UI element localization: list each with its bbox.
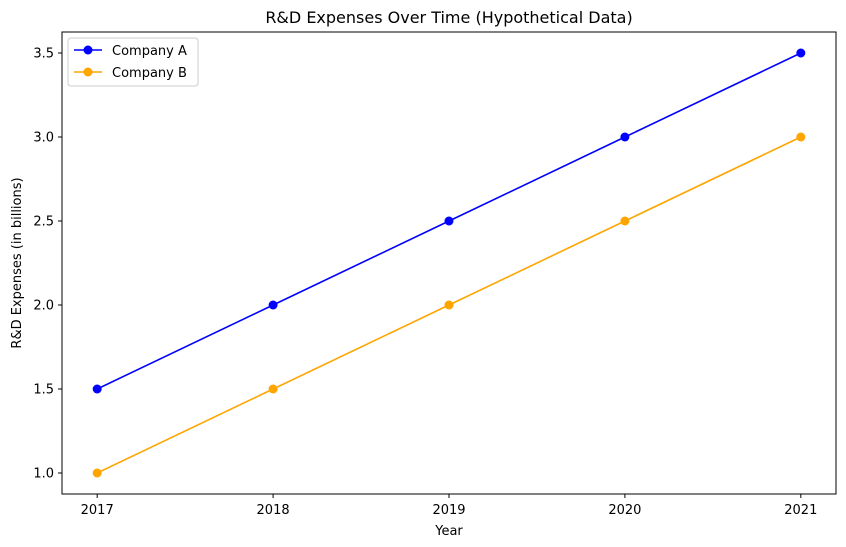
data-point-company-b bbox=[444, 300, 454, 310]
chart-title: R&D Expenses Over Time (Hypothetical Dat… bbox=[265, 8, 632, 27]
x-axis-ticks: 2017 2018 2019 2020 2021 bbox=[81, 494, 817, 518]
data-point-company-a bbox=[268, 300, 278, 310]
legend-marker-company-a bbox=[83, 45, 93, 55]
data-point-company-b bbox=[92, 468, 102, 478]
y-tick-label: 3.0 bbox=[33, 131, 54, 146]
x-tick-label: 2018 bbox=[257, 503, 290, 518]
y-axis-ticks: 1.0 1.5 2.0 2.5 3.0 3.5 bbox=[33, 47, 62, 482]
x-tick-label: 2020 bbox=[608, 503, 641, 518]
y-tick-label: 2.5 bbox=[33, 215, 54, 230]
y-axis-label: R&D Expenses (in billions) bbox=[10, 177, 25, 348]
y-tick-label: 3.5 bbox=[33, 47, 54, 62]
plot-area: 2017 2018 2019 2020 2021 1.0 1.5 2.0 2.5 3.0 3.5 bbox=[33, 31, 837, 518]
y-tick-label: 1.0 bbox=[33, 467, 54, 482]
x-tick-label: 2021 bbox=[784, 503, 817, 518]
x-tick-label: 2017 bbox=[81, 503, 114, 518]
x-tick-label: 2019 bbox=[432, 503, 465, 518]
legend-label-company-a: Company A bbox=[112, 44, 187, 59]
data-point-company-a bbox=[444, 216, 454, 226]
y-tick-label: 2.0 bbox=[33, 299, 54, 314]
legend-marker-company-b bbox=[83, 67, 93, 77]
data-point-company-a bbox=[620, 132, 630, 142]
legend: Company A Company B bbox=[67, 37, 199, 87]
legend-label-company-b: Company B bbox=[112, 66, 187, 81]
x-axis-label: Year bbox=[434, 524, 463, 539]
data-point-company-b bbox=[796, 132, 806, 142]
series-layer bbox=[92, 48, 806, 478]
data-point-company-b bbox=[620, 216, 630, 226]
data-point-company-a bbox=[796, 48, 806, 58]
data-point-company-b bbox=[268, 384, 278, 394]
y-tick-label: 1.5 bbox=[33, 383, 54, 398]
data-point-company-a bbox=[92, 384, 102, 394]
